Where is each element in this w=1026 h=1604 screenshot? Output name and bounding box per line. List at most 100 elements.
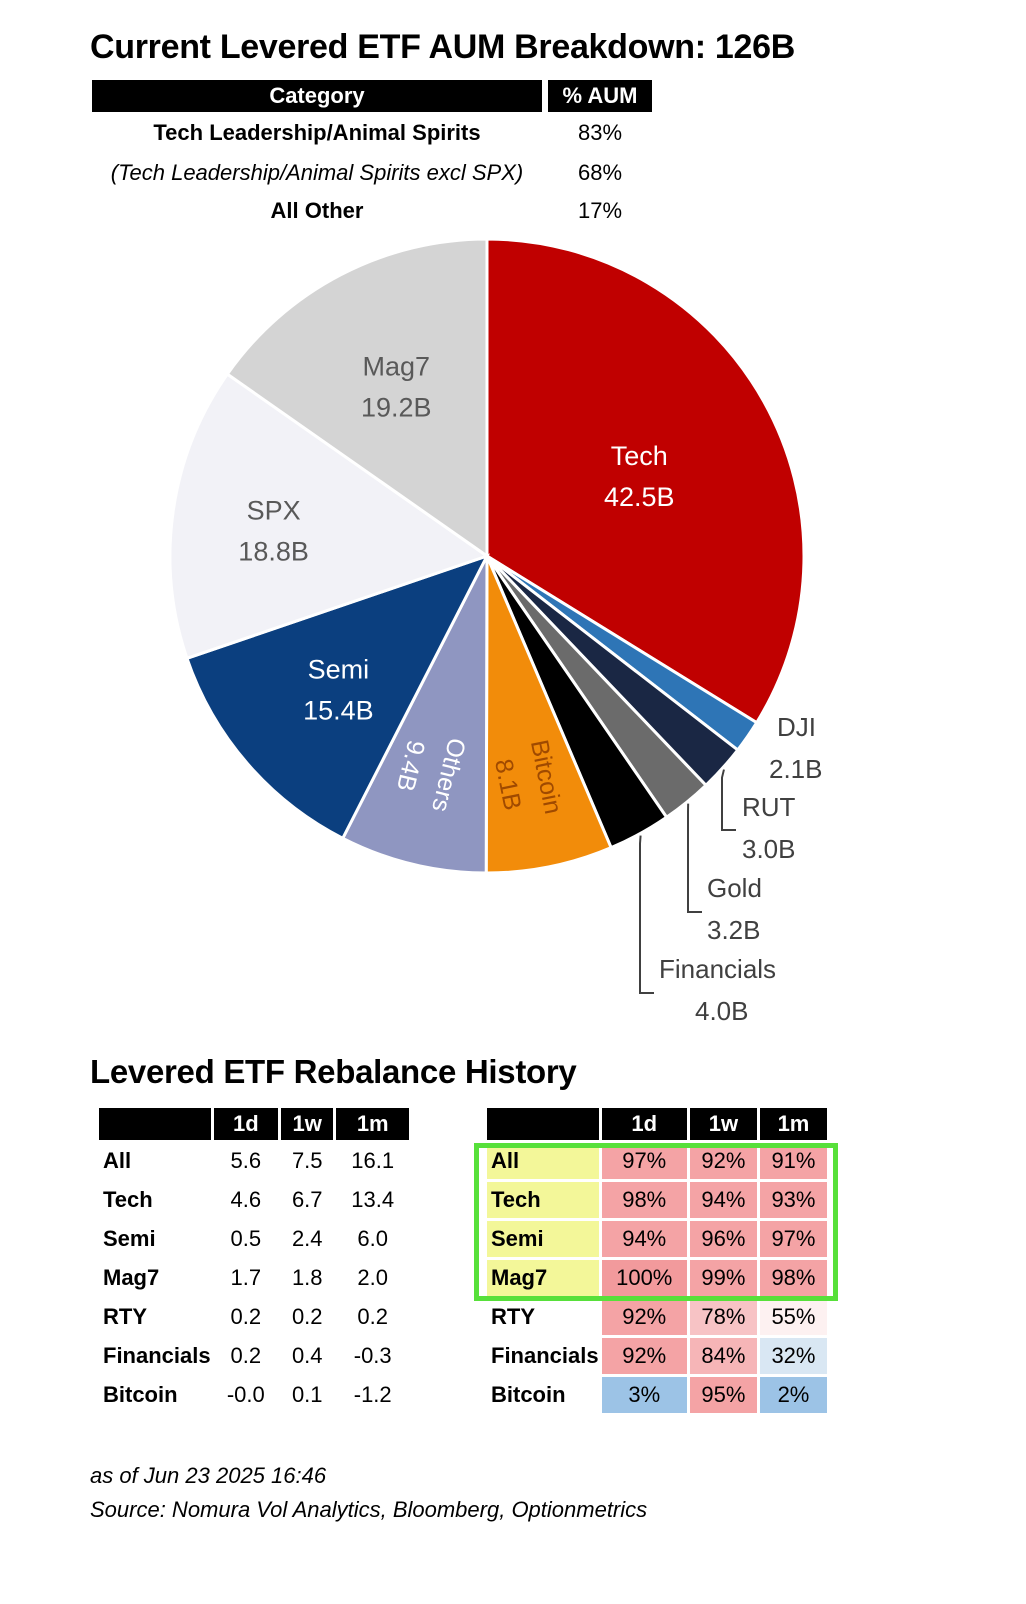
pie-label-mag7: Mag7 19.2B: [361, 352, 432, 423]
summary-row-value: 68%: [577, 160, 623, 185]
column-header: 1m: [333, 1105, 412, 1143]
leader-line: [721, 769, 736, 831]
table-row: Tech 4.6 6.7 13.4: [96, 1179, 412, 1221]
row-label: Bitcoin: [484, 1374, 602, 1416]
leader-line: [639, 835, 654, 994]
table-cell: 5.6: [210, 1140, 282, 1182]
table-row: Semi 0.5 2.4 6.0: [96, 1218, 412, 1260]
table-cell: 0.2: [210, 1335, 282, 1377]
slice-value: 19.2B: [361, 393, 432, 423]
summary-row-value: 83%: [577, 120, 623, 145]
pie-label-spx: SPX 18.8B: [238, 496, 309, 567]
heat-cell: 94%: [686, 1179, 760, 1221]
pie-slice-tech: [485, 237, 806, 725]
table-cell: 13.4: [333, 1179, 412, 1221]
row-label: Financials: [96, 1335, 214, 1377]
pie-slice-others: [340, 555, 489, 875]
table-header-blank: [484, 1105, 602, 1143]
row-label: Semi: [96, 1218, 214, 1260]
table-cell: 0.4: [278, 1335, 337, 1377]
table-cell: 1.7: [210, 1257, 282, 1299]
heat-cell: 92%: [598, 1335, 690, 1377]
pie-slice-spx: [168, 372, 491, 661]
column-header: 1w: [686, 1105, 760, 1143]
rebalance-history-table: 1d 1w 1m All 5.6 7.5 16.1 Tech 4.6 6.7 13.4 Se…: [96, 1105, 412, 1416]
table-cell: 16.1: [333, 1140, 412, 1182]
slice-name: Gold: [707, 873, 762, 903]
slice-name: Semi: [308, 655, 370, 685]
aum-pie-chart: Tech 42.5B DJI 2.1B RUT 3.0B Gold 3.2B Financial…: [168, 237, 823, 1026]
summary-row-label: All Other: [270, 198, 364, 223]
slice-value: 18.8B: [238, 537, 309, 567]
summary-header-aum: % AUM: [548, 80, 652, 112]
source-note: Source: Nomura Vol Analytics, Bloomberg,…: [90, 1497, 648, 1522]
slice-name: Tech: [611, 441, 668, 471]
table-row: Bitcoin -0.0 0.1 -1.2: [96, 1374, 412, 1416]
column-header: 1m: [756, 1105, 831, 1143]
row-label: RTY: [484, 1296, 602, 1338]
table-row: Semi 94% 96% 97%: [484, 1218, 831, 1260]
leader-line: [687, 803, 702, 913]
table-cell: 7.5: [278, 1140, 337, 1182]
slice-value: 15.4B: [303, 696, 374, 726]
slice-value: 42.5B: [604, 482, 675, 512]
heat-cell: 2%: [756, 1374, 831, 1416]
heat-cell: 96%: [686, 1218, 760, 1260]
table-cell: 4.6: [210, 1179, 282, 1221]
table-row: Tech 98% 94% 93%: [484, 1179, 831, 1221]
row-label: All: [96, 1140, 214, 1182]
table-cell: 0.2: [333, 1296, 412, 1338]
slice-value: 4.0B: [695, 996, 749, 1026]
slice-name: SPX: [247, 496, 301, 526]
row-label: Mag7: [96, 1257, 214, 1299]
table-header-blank: [96, 1105, 214, 1143]
table-row: All 97% 92% 91%: [484, 1140, 831, 1182]
as-of-date: as of Jun 23 2025 16:46: [90, 1463, 327, 1488]
table-cell: 2.4: [278, 1218, 337, 1260]
highlight-box: [474, 1143, 838, 1301]
table-cell: 0.5: [210, 1218, 282, 1260]
heat-cell: 95%: [686, 1374, 760, 1416]
summary-header-category: Category: [92, 80, 542, 112]
table-row: RTY 92% 78% 55%: [484, 1296, 831, 1338]
row-label: Tech: [484, 1179, 602, 1221]
history-title: Levered ETF Rebalance History: [90, 1053, 577, 1090]
pie-label-tech: Tech 42.5B: [604, 441, 675, 512]
slice-name: DJI: [777, 712, 816, 742]
heat-cell: 84%: [686, 1335, 760, 1377]
pie-slice-semi: [185, 553, 491, 841]
slice-name: Financials: [659, 954, 776, 984]
table-row: RTY 0.2 0.2 0.2: [96, 1296, 412, 1338]
pie-slice-bitcoin: [484, 555, 614, 875]
heat-cell: 97%: [756, 1218, 831, 1260]
table-cell: -1.2: [333, 1374, 412, 1416]
slice-value: 3.2B: [707, 915, 761, 945]
table-row: Mag7 100% 99% 98%: [484, 1257, 831, 1299]
pie-label-semi: Semi 15.4B: [303, 655, 374, 726]
summary-row-label: Tech Leadership/Animal Spirits: [153, 120, 481, 145]
heat-cell: 55%: [756, 1296, 831, 1338]
table-cell: 1.8: [278, 1257, 337, 1299]
table-cell: 0.1: [278, 1374, 337, 1416]
table-row: All 5.6 7.5 16.1: [96, 1140, 412, 1182]
slice-value: 2.1B: [769, 754, 823, 784]
rebalance-percentile-table: 1d 1w 1m All 97% 92% 91% Tech 98% 94% 93% Semi…: [484, 1105, 831, 1416]
slice-name: Mag7: [362, 352, 430, 382]
column-header: 1d: [598, 1105, 690, 1143]
heat-cell: 32%: [756, 1335, 831, 1377]
row-label: Financials: [484, 1335, 602, 1377]
slice-value: 3.0B: [742, 834, 796, 864]
heat-cell: 92%: [598, 1296, 690, 1338]
table-row: Financials 92% 84% 32%: [484, 1335, 831, 1377]
slice-name: RUT: [742, 792, 796, 822]
table-row: Mag7 1.7 1.8 2.0: [96, 1257, 412, 1299]
table-cell: 0.2: [278, 1296, 337, 1338]
table-cell: 6.0: [333, 1218, 412, 1260]
table-cell: -0.0: [210, 1374, 282, 1416]
heat-cell: 98%: [598, 1179, 690, 1221]
row-label: RTY: [96, 1296, 214, 1338]
heat-cell: 3%: [598, 1374, 690, 1416]
summary-row-label: (Tech Leadership/Animal Spirits excl SPX…: [110, 160, 524, 185]
row-label: Tech: [96, 1179, 214, 1221]
table-cell: 0.2: [210, 1296, 282, 1338]
